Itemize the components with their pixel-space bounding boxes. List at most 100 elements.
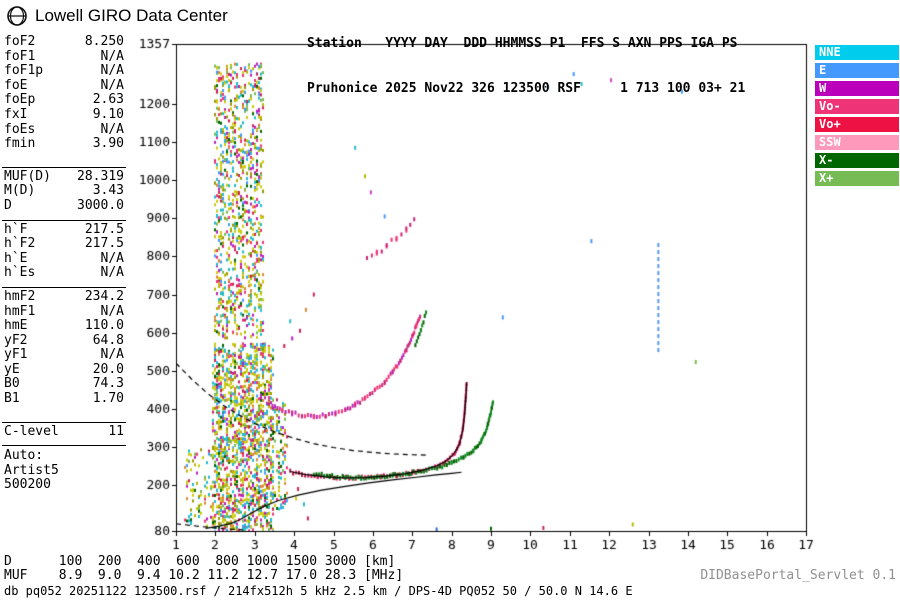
legend-item: SSW — [815, 135, 899, 150]
param-row: M(D) 3.43 — [4, 184, 124, 199]
param-row: MUF(D) 28.319 — [4, 168, 124, 185]
param-value: N/A — [100, 303, 124, 319]
station-header-line2: Pruhonice 2025 Nov22 326 123500 RSF 1 71… — [307, 81, 746, 96]
param-value: 8.250 — [84, 34, 124, 49]
param-row: C-level 11 — [4, 423, 124, 440]
param-label: foEs — [4, 121, 36, 137]
param-value: 3000.0 — [77, 197, 124, 213]
param-label: h`E — [4, 250, 28, 266]
param-value: 11 — [108, 423, 124, 439]
param-label: foF1 — [4, 48, 36, 64]
param-label: C-level — [4, 423, 59, 439]
param-label: B1 — [4, 391, 20, 407]
brand-header: Lowell GIRO Data Center — [6, 5, 228, 27]
legend-item: Vo- — [815, 99, 899, 114]
param-value: N/A — [100, 250, 124, 266]
param-row: B0 74.3 — [4, 377, 124, 392]
legend-item: X- — [815, 153, 899, 168]
param-value: 217.5 — [84, 236, 124, 252]
legend-item: X+ — [815, 171, 899, 186]
param-label: fmin — [4, 136, 36, 152]
param-label: D — [4, 197, 12, 213]
param-row: h`F 217.5 — [4, 221, 124, 238]
param-value: 28.319 — [77, 168, 124, 184]
param-label: hmF1 — [4, 303, 36, 319]
autoscaling-info: Auto: Artist5 500200 — [2, 445, 126, 496]
param-value: 9.10 — [92, 106, 124, 122]
station-header: Station YYYY DAY DDD HHMMSS P1 FFS S AXN… — [307, 6, 745, 111]
param-label: yE — [4, 361, 20, 377]
param-label: h`F2 — [4, 236, 36, 252]
param-row: h`Es N/A — [4, 266, 124, 281]
param-value: N/A — [100, 347, 124, 363]
param-group: foF2 8.250 foF1 N/A foF1p N/A foE N/A foEp 2.63 fx… — [2, 33, 126, 167]
param-row: D 3000.0 — [4, 197, 124, 214]
param-row: hmE 110.0 — [4, 318, 124, 334]
param-group: hmF2 234.2 hmF1 N/A hmE 110.0 yF2 64.8 yF1 N/A yE 2… — [2, 286, 126, 422]
param-label: yF2 — [4, 332, 28, 348]
param-row: foEs N/A — [4, 121, 124, 138]
param-group: h`F 217.5 h`F2 217.5 h`E N/A h`Es N/A — [2, 219, 126, 287]
param-label: foF2 — [4, 34, 36, 49]
param-row: h`F2 217.5 — [4, 237, 124, 252]
param-value: N/A — [100, 63, 124, 79]
servlet-version-label: DIDBasePortal_Servlet 0.1 — [700, 568, 896, 583]
param-label: foEp — [4, 92, 36, 108]
param-label: M(D) — [4, 183, 36, 199]
legend-item: W — [815, 81, 899, 96]
param-row: foE N/A — [4, 77, 124, 94]
param-group: C-level 11 — [2, 421, 126, 446]
param-group: MUF(D) 28.319 M(D) 3.43 D 3000.0 — [2, 166, 126, 220]
autoscaling-line: Artist5 — [4, 462, 59, 478]
param-label: foF1p — [4, 63, 44, 79]
param-value: 217.5 — [84, 221, 124, 237]
legend-item: Vo+ — [815, 117, 899, 132]
param-value: 20.0 — [92, 361, 124, 377]
param-row: hmF1 N/A — [4, 303, 124, 320]
param-label: hmE — [4, 318, 28, 334]
param-label: h`F — [4, 221, 28, 237]
param-label: h`Es — [4, 265, 36, 281]
param-row: h`E N/A — [4, 250, 124, 267]
record-info-line: db pq052 20251122 123500.rsf / 214fx512h… — [4, 584, 633, 598]
param-value: 2.63 — [92, 92, 124, 108]
direction-legend: NNE E W Vo- Vo+ SSW X- X+ — [815, 45, 899, 189]
param-value: 1.70 — [92, 391, 124, 407]
param-row: foF2 8.250 — [4, 34, 124, 50]
param-row: yF1 N/A — [4, 348, 124, 363]
parameter-panel: foF2 8.250 foF1 N/A foF1p N/A foE N/A foEp 2.63 fx… — [2, 33, 126, 496]
param-row: foEp 2.63 — [4, 93, 124, 108]
param-value: N/A — [100, 77, 124, 93]
param-row: hmF2 234.2 — [4, 288, 124, 305]
param-row: B1 1.70 — [4, 391, 124, 407]
param-value: 3.90 — [92, 136, 124, 152]
param-value: N/A — [100, 121, 124, 137]
param-label: yF1 — [4, 347, 28, 363]
param-row: foF1p N/A — [4, 64, 124, 79]
lowell-logo-icon — [7, 6, 27, 26]
param-value: 234.2 — [84, 288, 124, 304]
param-label: B0 — [4, 376, 20, 392]
param-row: foF1 N/A — [4, 48, 124, 65]
autoscaling-line: Auto: — [4, 448, 44, 464]
param-label: foE — [4, 77, 28, 93]
legend-item: NNE — [815, 45, 899, 60]
param-value: 3.43 — [92, 183, 124, 199]
legend-item: E — [815, 63, 899, 78]
autoscaling-line: 500200 — [4, 477, 51, 493]
param-value: 110.0 — [84, 318, 124, 334]
distance-table-row: D 100 200 400 600 800 1000 1500 3000 [km… — [4, 554, 396, 569]
param-label: fxI — [4, 106, 28, 122]
station-header-line1: Station YYYY DAY DDD HHMMSS P1 FFS S AXN… — [307, 36, 738, 51]
brand-title: Lowell GIRO Data Center — [35, 6, 228, 25]
param-row: yE 20.0 — [4, 361, 124, 378]
param-label: MUF(D) — [4, 168, 51, 184]
param-row: fxI 9.10 — [4, 106, 124, 123]
param-value: 74.3 — [92, 376, 124, 392]
param-value: N/A — [100, 265, 124, 281]
param-value: 64.8 — [92, 332, 124, 348]
param-label: hmF2 — [4, 288, 36, 304]
param-row: yF2 64.8 — [4, 332, 124, 349]
muf-table-row: MUF 8.9 9.0 9.4 10.2 11.2 12.7 17.0 28.3… — [4, 568, 404, 583]
